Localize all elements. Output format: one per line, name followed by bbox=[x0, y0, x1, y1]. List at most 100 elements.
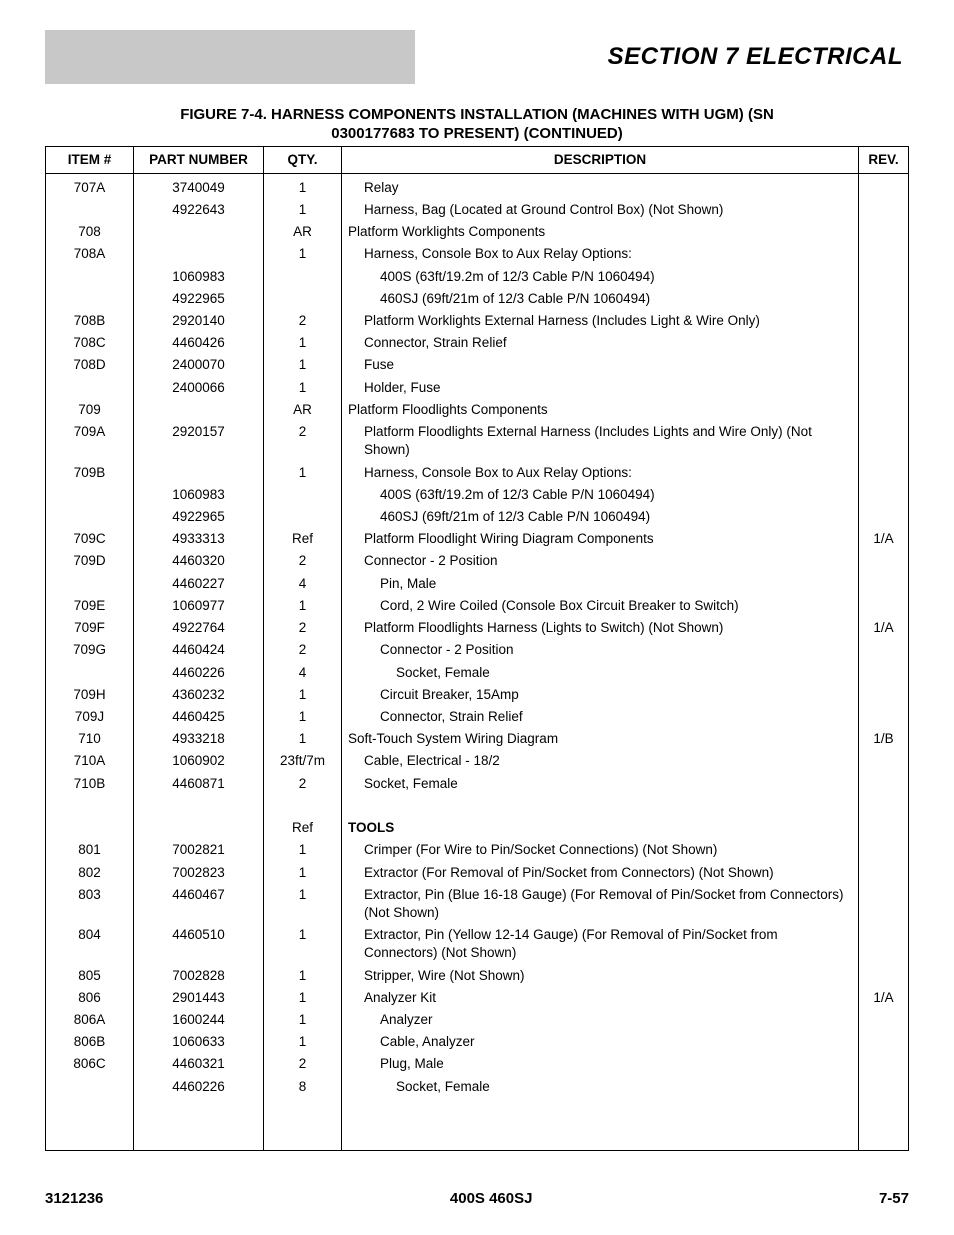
cell-rev bbox=[859, 421, 909, 461]
cell-qty: 1 bbox=[264, 862, 342, 884]
cell-desc: Harness, Console Box to Aux Relay Option… bbox=[342, 243, 859, 265]
cell-desc: Fuse bbox=[342, 354, 859, 376]
cell-rev bbox=[859, 706, 909, 728]
table-row: 708A1Harness, Console Box to Aux Relay O… bbox=[46, 243, 909, 265]
cell-desc: 400S (63ft/19.2m of 12/3 Cable P/N 10604… bbox=[342, 266, 859, 288]
cell-qty: AR bbox=[264, 399, 342, 421]
cell-desc: Cable, Electrical - 18/2 bbox=[342, 750, 859, 772]
cell-item bbox=[46, 266, 134, 288]
cell-part: 7002823 bbox=[134, 862, 264, 884]
cell-rev bbox=[859, 1076, 909, 1098]
cell-rev bbox=[859, 595, 909, 617]
cell-part: 2901443 bbox=[134, 987, 264, 1009]
cell-part bbox=[134, 243, 264, 265]
cell-desc: Platform Floodlights Harness (Lights to … bbox=[342, 617, 859, 639]
table-row: 4922965460SJ (69ft/21m of 12/3 Cable P/N… bbox=[46, 288, 909, 310]
cell-qty: 2 bbox=[264, 1053, 342, 1075]
cell-item: 801 bbox=[46, 839, 134, 861]
cell-rev bbox=[859, 817, 909, 839]
cell-qty: 1 bbox=[264, 728, 342, 750]
cell-part: 4460320 bbox=[134, 550, 264, 572]
table-row: 44602264Socket, Female bbox=[46, 662, 909, 684]
table-row: 80270028231Extractor (For Removal of Pin… bbox=[46, 862, 909, 884]
cell-qty: 2 bbox=[264, 550, 342, 572]
cell-item: 806 bbox=[46, 987, 134, 1009]
cell-rev bbox=[859, 862, 909, 884]
cell-rev bbox=[859, 924, 909, 964]
cell-desc: Analyzer Kit bbox=[342, 987, 859, 1009]
cell-rev bbox=[859, 377, 909, 399]
cell-desc: TOOLS bbox=[342, 817, 859, 839]
table-row: 708B29201402Platform Worklights External… bbox=[46, 310, 909, 332]
col-qty: QTY. bbox=[264, 146, 342, 173]
cell-rev bbox=[859, 243, 909, 265]
cell-qty: 1 bbox=[264, 243, 342, 265]
cell-item bbox=[46, 377, 134, 399]
cell-desc: Platform Worklights Components bbox=[342, 221, 859, 243]
table-fill-row bbox=[46, 1098, 909, 1150]
cell-qty: 4 bbox=[264, 573, 342, 595]
cell-rev bbox=[859, 1053, 909, 1075]
table-row: 710B44608712Socket, Female bbox=[46, 773, 909, 795]
cell-qty: 1 bbox=[264, 884, 342, 924]
cell-qty: 1 bbox=[264, 987, 342, 1009]
cell-qty: Ref bbox=[264, 528, 342, 550]
cell-qty: 1 bbox=[264, 965, 342, 987]
table-row: 708D24000701Fuse bbox=[46, 354, 909, 376]
cell-desc: Extractor (For Removal of Pin/Socket fro… bbox=[342, 862, 859, 884]
cell-part: 4460425 bbox=[134, 706, 264, 728]
cell-part: 4933313 bbox=[134, 528, 264, 550]
cell-rev bbox=[859, 573, 909, 595]
table-row: 710A106090223ft/7mCable, Electrical - 18… bbox=[46, 750, 909, 772]
col-item: ITEM # bbox=[46, 146, 134, 173]
cell-part: 4922764 bbox=[134, 617, 264, 639]
cell-rev bbox=[859, 662, 909, 684]
cell-qty: 1 bbox=[264, 1031, 342, 1053]
cell-desc: Plug, Male bbox=[342, 1053, 859, 1075]
cell-qty bbox=[264, 266, 342, 288]
cell-qty: 1 bbox=[264, 354, 342, 376]
parts-table-container: ITEM # PART NUMBER QTY. DESCRIPTION REV.… bbox=[45, 146, 909, 1151]
cell-part bbox=[134, 817, 264, 839]
cell-item: 806B bbox=[46, 1031, 134, 1053]
cell-desc: Connector, Strain Relief bbox=[342, 706, 859, 728]
col-rev: REV. bbox=[859, 146, 909, 173]
cell-qty: 8 bbox=[264, 1076, 342, 1098]
cell-part: 1060983 bbox=[134, 484, 264, 506]
cell-item bbox=[46, 484, 134, 506]
cell-part: 1060983 bbox=[134, 266, 264, 288]
table-row: 709F49227642Platform Floodlights Harness… bbox=[46, 617, 909, 639]
header-title-wrap: SECTION 7 ELECTRICAL bbox=[415, 30, 909, 84]
cell-qty: 1 bbox=[264, 595, 342, 617]
cell-desc: Cord, 2 Wire Coiled (Console Box Circuit… bbox=[342, 595, 859, 617]
table-header-row: ITEM # PART NUMBER QTY. DESCRIPTION REV. bbox=[46, 146, 909, 173]
cell-qty: 2 bbox=[264, 639, 342, 661]
table-row: 24000661Holder, Fuse bbox=[46, 377, 909, 399]
cell-item: 709B bbox=[46, 462, 134, 484]
cell-part: 1060633 bbox=[134, 1031, 264, 1053]
parts-table: ITEM # PART NUMBER QTY. DESCRIPTION REV.… bbox=[45, 146, 909, 1151]
table-row: 80170028211Crimper (For Wire to Pin/Sock… bbox=[46, 839, 909, 861]
cell-rev bbox=[859, 773, 909, 795]
cell-part: 2400070 bbox=[134, 354, 264, 376]
table-row: RefTOOLS bbox=[46, 817, 909, 839]
cell-desc: 460SJ (69ft/21m of 12/3 Cable P/N 106049… bbox=[342, 288, 859, 310]
cell-item bbox=[46, 662, 134, 684]
figure-title-line2: 0300177683 TO PRESENT) (CONTINUED) bbox=[45, 125, 909, 144]
cell-rev bbox=[859, 462, 909, 484]
cell-qty: AR bbox=[264, 221, 342, 243]
cell-rev: 1/A bbox=[859, 528, 909, 550]
cell-desc: Analyzer bbox=[342, 1009, 859, 1031]
table-row: 4922965460SJ (69ft/21m of 12/3 Cable P/N… bbox=[46, 506, 909, 528]
cell-item: 709A bbox=[46, 421, 134, 461]
cell-desc: 460SJ (69ft/21m of 12/3 Cable P/N 106049… bbox=[342, 506, 859, 528]
table-row: 707A37400491Relay bbox=[46, 173, 909, 199]
cell-qty: 4 bbox=[264, 662, 342, 684]
table-row: 708C44604261Connector, Strain Relief bbox=[46, 332, 909, 354]
cell-qty: 23ft/7m bbox=[264, 750, 342, 772]
cell-item: 709J bbox=[46, 706, 134, 728]
cell-rev bbox=[859, 750, 909, 772]
cell-qty: 1 bbox=[264, 377, 342, 399]
cell-rev bbox=[859, 506, 909, 528]
cell-rev bbox=[859, 1009, 909, 1031]
